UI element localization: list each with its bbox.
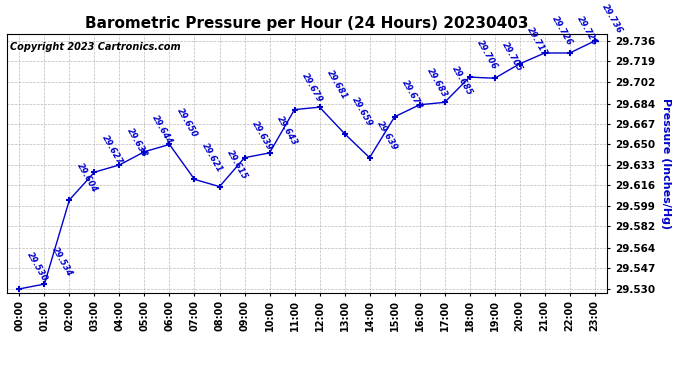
Text: 29.627: 29.627 — [100, 134, 124, 166]
Text: 29.706: 29.706 — [475, 39, 500, 72]
Text: 29.726: 29.726 — [550, 15, 574, 48]
Text: 29.639: 29.639 — [250, 120, 274, 152]
Title: Barometric Pressure per Hour (24 Hours) 20230403: Barometric Pressure per Hour (24 Hours) … — [86, 16, 529, 31]
Text: 29.726: 29.726 — [575, 15, 600, 48]
Text: 29.679: 29.679 — [300, 71, 324, 104]
Text: 29.659: 29.659 — [350, 96, 374, 128]
Text: 29.644: 29.644 — [150, 114, 174, 146]
Text: 29.685: 29.685 — [450, 64, 474, 97]
Text: 29.736: 29.736 — [600, 3, 624, 35]
Text: 29.717: 29.717 — [525, 26, 549, 58]
Text: 29.681: 29.681 — [325, 69, 349, 102]
Text: 29.639: 29.639 — [375, 120, 400, 152]
Text: 29.621: 29.621 — [200, 141, 224, 174]
Text: 29.534: 29.534 — [50, 246, 74, 279]
Text: 29.604: 29.604 — [75, 162, 99, 194]
Y-axis label: Pressure (Inches/Hg): Pressure (Inches/Hg) — [661, 98, 671, 229]
Text: 29.643: 29.643 — [275, 115, 299, 147]
Text: 29.633: 29.633 — [125, 127, 149, 159]
Text: Copyright 2023 Cartronics.com: Copyright 2023 Cartronics.com — [10, 42, 181, 51]
Text: 29.615: 29.615 — [225, 148, 249, 181]
Text: 29.673: 29.673 — [400, 79, 424, 111]
Text: 29.530: 29.530 — [25, 251, 49, 284]
Text: 29.683: 29.683 — [425, 66, 449, 99]
Text: 29.650: 29.650 — [175, 106, 199, 139]
Text: 29.705: 29.705 — [500, 40, 524, 73]
